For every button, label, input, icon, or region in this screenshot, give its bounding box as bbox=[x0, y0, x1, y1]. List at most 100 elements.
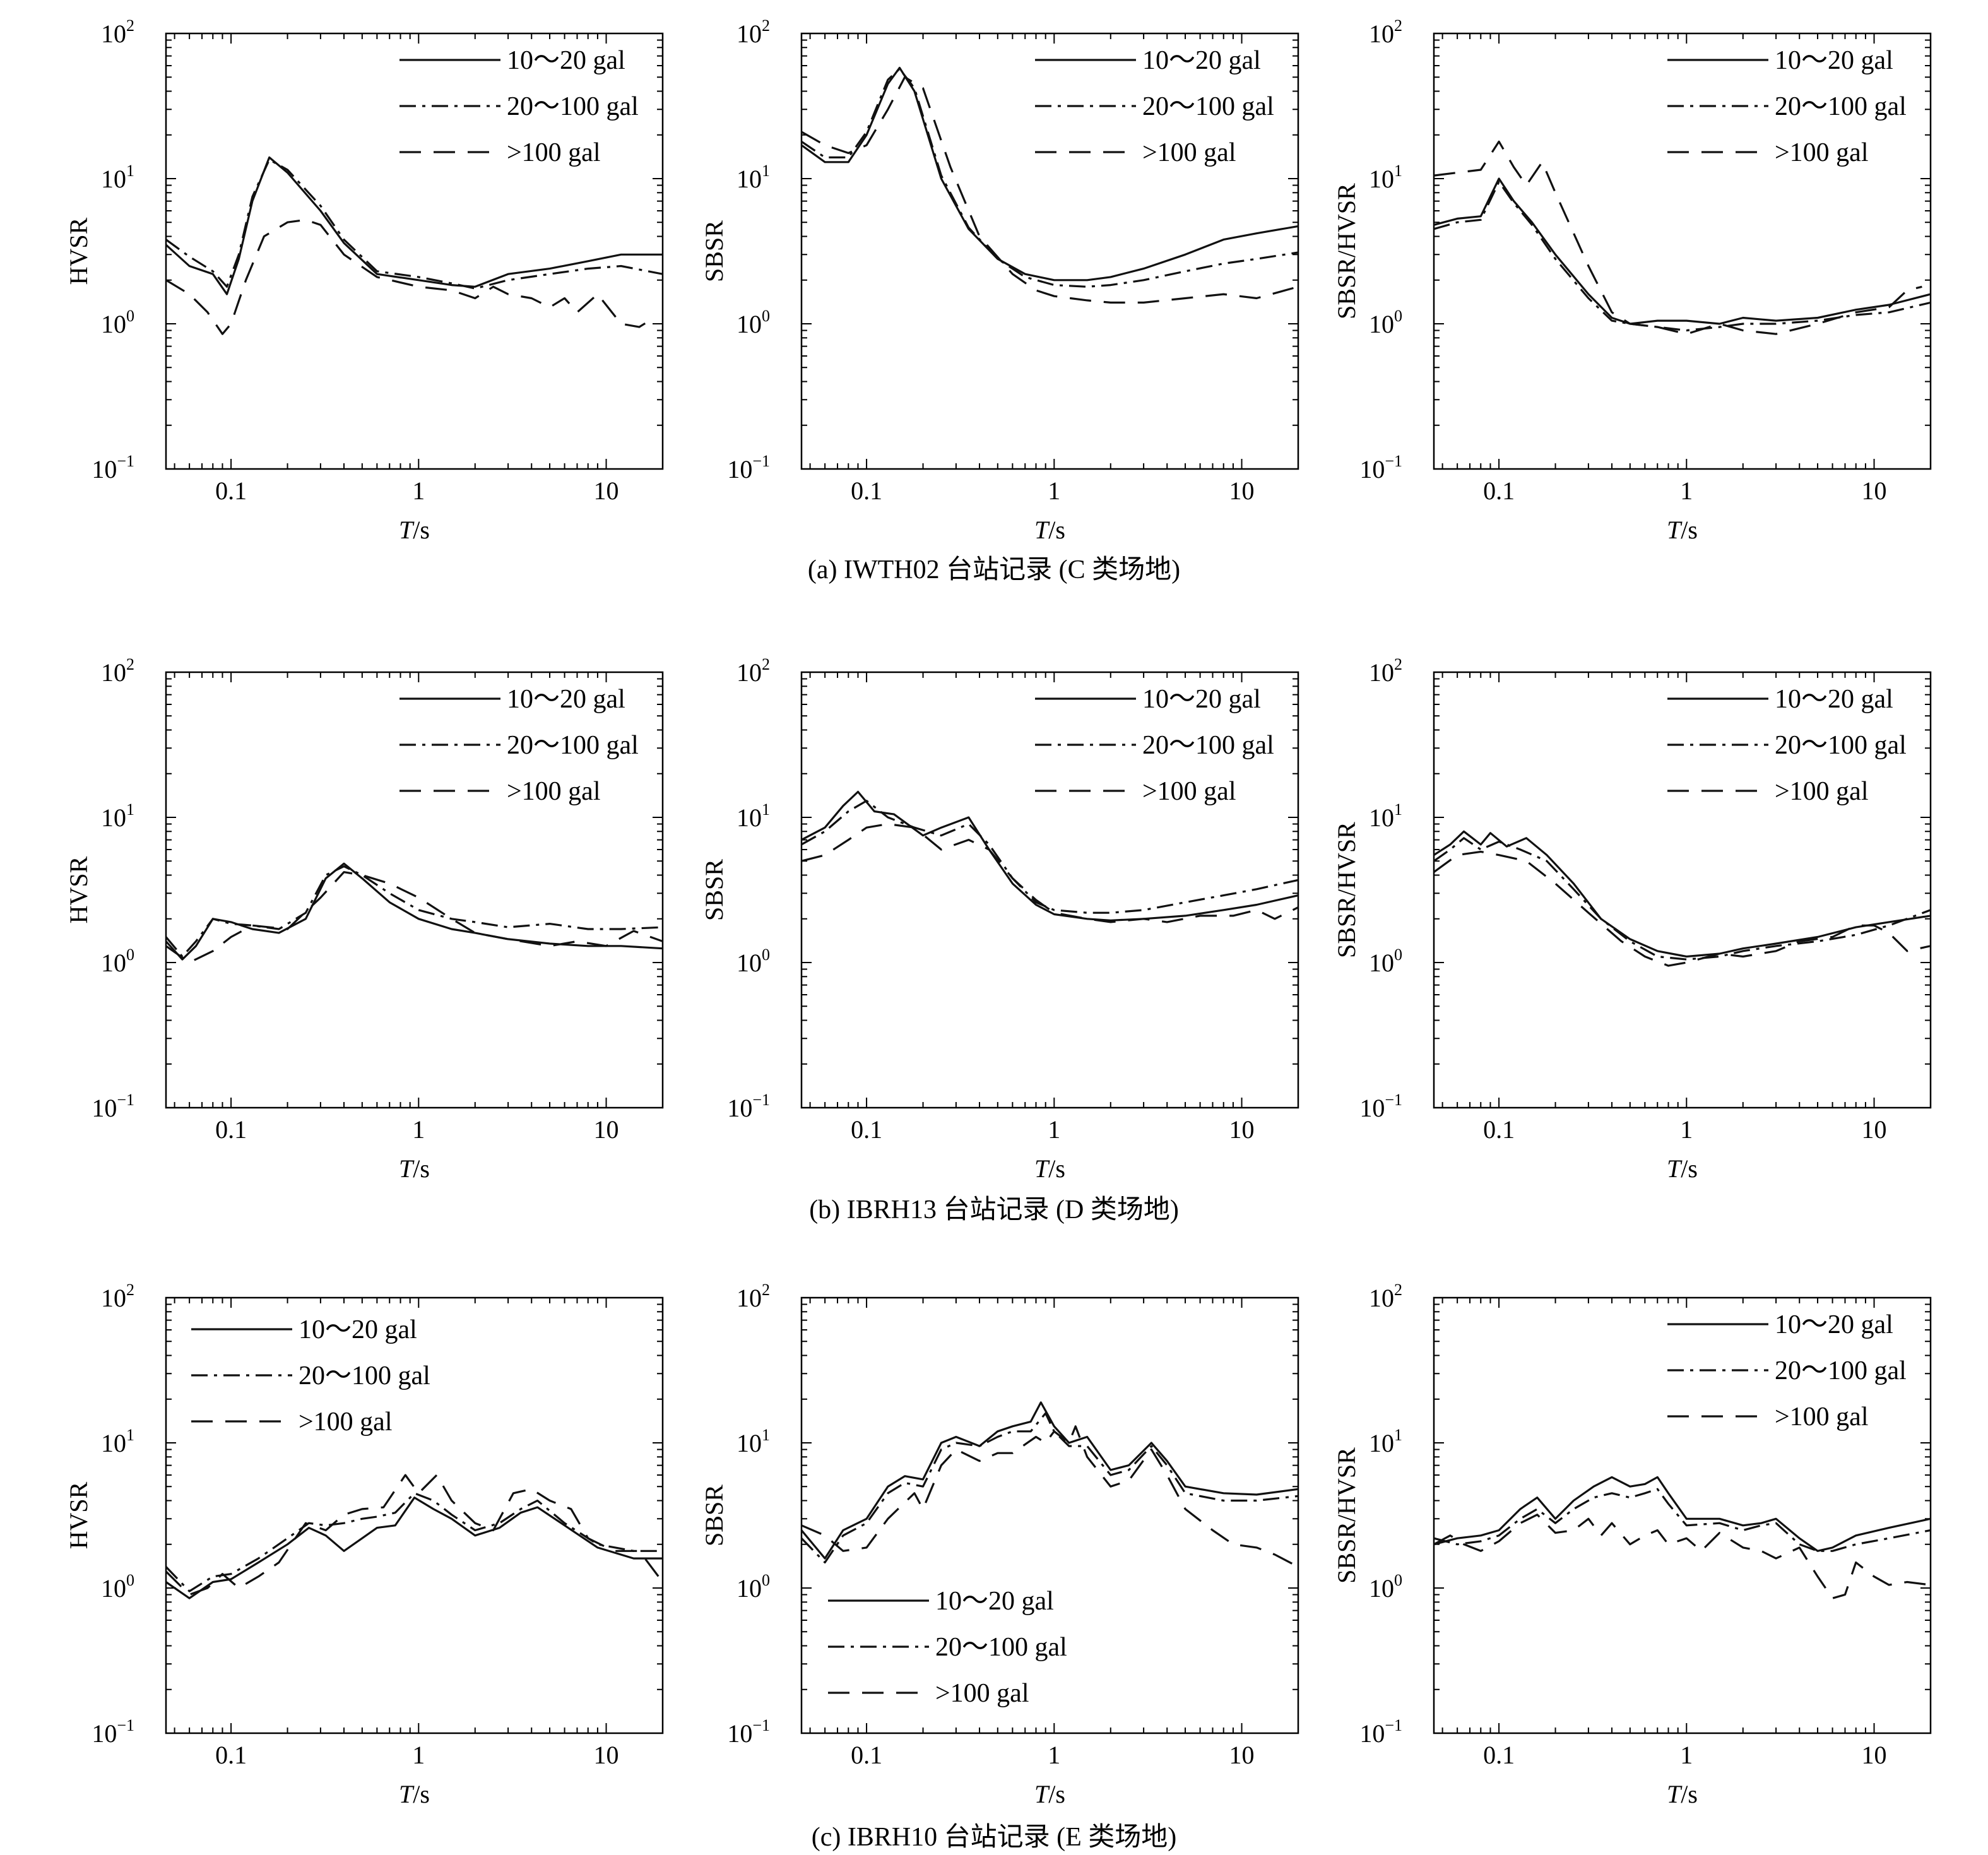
y-axis-title: SBSR/HVSR bbox=[1332, 1447, 1361, 1584]
chart-panel: 0.1 1 10 10−1 100 101 102 T/s SBSR 10～20 gal 20～10… bbox=[700, 655, 1299, 1183]
y-tick-label: 10−1 bbox=[1359, 1091, 1402, 1122]
y-tick-label: 100 bbox=[737, 945, 770, 977]
y-tick-label: 10−1 bbox=[92, 1716, 134, 1748]
x-tick-label: 1 bbox=[1048, 1741, 1060, 1769]
chart-panel: 0.1 1 10 10−1 100 101 102 T/s SBSR/HVSR 10～20 gal… bbox=[1332, 655, 1932, 1183]
series-group bbox=[166, 156, 663, 335]
series-line bbox=[802, 1401, 1298, 1560]
legend-label: 10～20 gal bbox=[1142, 46, 1261, 75]
series-line bbox=[802, 1412, 1298, 1564]
y-tick-label: 102 bbox=[1369, 655, 1402, 687]
y-tick-label: 100 bbox=[101, 1571, 134, 1603]
caption-a: (a) IWTH02 台站记录 (C 类场地) bbox=[808, 555, 1180, 584]
y-axis-title: SBSR/HVSR bbox=[1332, 183, 1361, 319]
legend-label: 10～20 gal bbox=[299, 1315, 417, 1344]
x-axis-title: T/s bbox=[399, 1154, 430, 1183]
series-line bbox=[1434, 1514, 1931, 1599]
x-tick-label: 10 bbox=[594, 477, 619, 505]
x-tick-label: 1 bbox=[1048, 477, 1060, 505]
legend-label: >100 gal bbox=[935, 1679, 1029, 1708]
plot-frame bbox=[1433, 1296, 1932, 1734]
x-tick-label: 0.1 bbox=[851, 1741, 882, 1769]
legend-label: >100 gal bbox=[1775, 1402, 1869, 1431]
series-group bbox=[802, 66, 1298, 304]
x-tick-label: 0.1 bbox=[1483, 477, 1515, 505]
y-tick-label: 102 bbox=[737, 16, 770, 48]
x-axis-title: T/s bbox=[1034, 1154, 1065, 1183]
series-group bbox=[1434, 1476, 1931, 1599]
legend-label: 20～100 gal bbox=[935, 1633, 1067, 1662]
y-tick-label: 101 bbox=[737, 800, 770, 832]
series-line bbox=[1434, 850, 1931, 967]
y-tick-label: 101 bbox=[737, 162, 770, 193]
series-line bbox=[802, 822, 1298, 923]
chart-panel: 0.1 1 10 10−1 100 101 102 T/s SBSR 10～20 gal 20～10… bbox=[700, 1281, 1299, 1808]
y-tick-label: 101 bbox=[101, 162, 134, 193]
y-tick-label: 10−1 bbox=[727, 1716, 770, 1748]
y-tick-label: 102 bbox=[101, 1281, 134, 1312]
legend-label: >100 gal bbox=[1775, 138, 1869, 167]
series-line bbox=[1434, 1476, 1931, 1552]
x-tick-label: 1 bbox=[1048, 1115, 1060, 1144]
x-axis-title: T/s bbox=[1034, 516, 1065, 544]
legend-label: >100 gal bbox=[1775, 777, 1869, 806]
plot-frame bbox=[165, 32, 664, 470]
legend-label: 10～20 gal bbox=[1775, 1310, 1893, 1339]
y-tick-label: 101 bbox=[101, 800, 134, 832]
chart-panel: 0.1 1 10 10−1 100 101 102 T/s SBSR/HVSR 10～20 gal… bbox=[1332, 1281, 1932, 1808]
x-tick-label: 0.1 bbox=[1483, 1741, 1515, 1769]
legend-label: 10～20 gal bbox=[507, 46, 625, 75]
x-axis-title: T/s bbox=[399, 516, 430, 544]
series-line bbox=[1434, 140, 1922, 335]
legend-label: 20～100 gal bbox=[1142, 731, 1274, 760]
y-tick-label: 100 bbox=[1369, 945, 1402, 977]
y-axis-title: SBSR bbox=[700, 1485, 728, 1546]
plot-frame bbox=[165, 1296, 664, 1734]
series-line bbox=[1434, 177, 1931, 325]
y-tick-label: 10−1 bbox=[1359, 1716, 1402, 1748]
y-tick-label: 100 bbox=[1369, 307, 1402, 338]
legend-label: 10～20 gal bbox=[1775, 685, 1893, 714]
y-tick-label: 102 bbox=[1369, 1281, 1402, 1312]
series-line bbox=[166, 1492, 663, 1592]
y-tick-label: 102 bbox=[1369, 16, 1402, 48]
x-tick-label: 0.1 bbox=[215, 1741, 247, 1769]
y-tick-label: 10−1 bbox=[92, 452, 134, 483]
legend-label: 20～100 gal bbox=[507, 92, 639, 121]
series-line bbox=[802, 800, 1298, 914]
y-tick-label: 10−1 bbox=[1359, 452, 1402, 483]
series-group bbox=[1434, 830, 1931, 967]
x-tick-label: 0.1 bbox=[215, 477, 247, 505]
y-tick-label: 102 bbox=[101, 655, 134, 687]
x-tick-label: 10 bbox=[1862, 1741, 1887, 1769]
y-tick-label: 10−1 bbox=[727, 1091, 770, 1122]
legend-label: 20～100 gal bbox=[1775, 92, 1907, 121]
chart-panel: 0.1 1 10 10−1 100 101 102 T/s HVSR 10～20 gal 20～10… bbox=[64, 16, 664, 544]
y-tick-label: 102 bbox=[101, 16, 134, 48]
x-axis-title: T/s bbox=[1034, 1780, 1065, 1808]
y-tick-label: 102 bbox=[737, 655, 770, 687]
y-tick-label: 100 bbox=[101, 307, 134, 338]
series-line bbox=[1434, 1488, 1931, 1552]
y-axis-title: HVSR bbox=[64, 856, 93, 923]
y-tick-label: 101 bbox=[1369, 162, 1402, 193]
x-tick-label: 0.1 bbox=[1483, 1115, 1515, 1144]
legend-label: >100 gal bbox=[1142, 138, 1236, 167]
x-tick-label: 10 bbox=[1862, 477, 1887, 505]
x-tick-label: 10 bbox=[1229, 1741, 1255, 1769]
legend-label: >100 gal bbox=[299, 1408, 393, 1437]
y-tick-label: 101 bbox=[101, 1426, 134, 1457]
plot-frame bbox=[1433, 671, 1932, 1109]
y-tick-label: 100 bbox=[737, 307, 770, 338]
y-tick-label: 101 bbox=[1369, 1426, 1402, 1457]
plot-frame bbox=[165, 671, 664, 1109]
series-line bbox=[166, 1474, 663, 1596]
x-tick-label: 1 bbox=[412, 477, 425, 505]
legend-label: 10～20 gal bbox=[935, 1587, 1054, 1616]
x-tick-label: 10 bbox=[1229, 1115, 1255, 1144]
series-line bbox=[1434, 181, 1931, 332]
y-tick-label: 100 bbox=[101, 945, 134, 977]
y-axis-title: HVSR bbox=[64, 1481, 93, 1549]
series-group bbox=[802, 790, 1298, 923]
